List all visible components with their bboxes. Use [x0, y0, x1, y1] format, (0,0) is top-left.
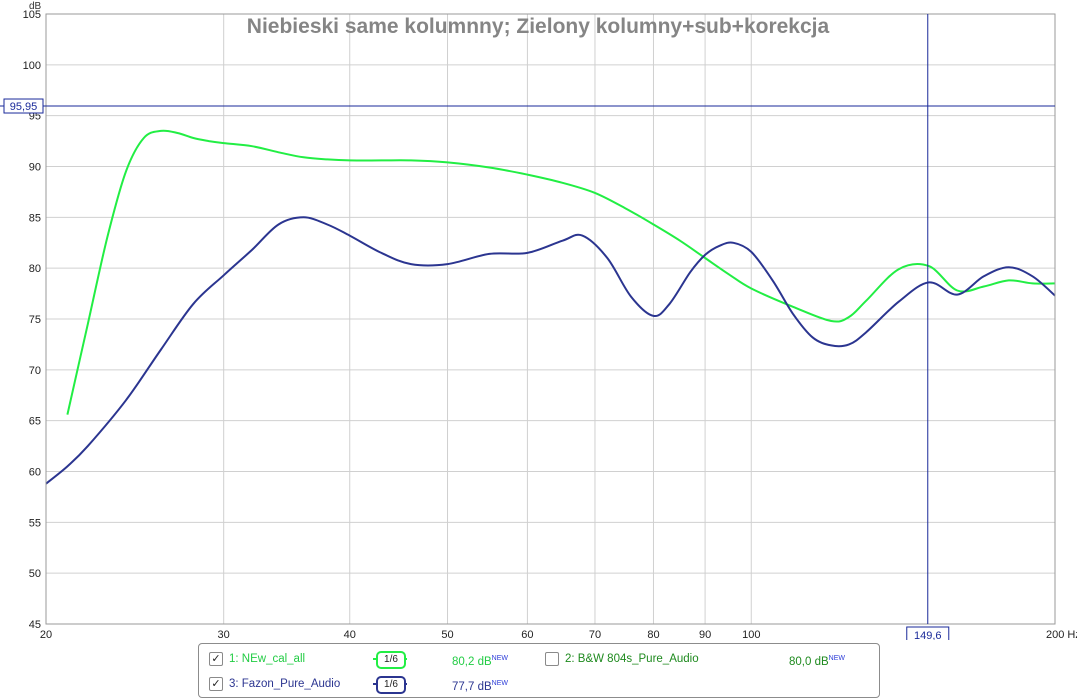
x-tick-label: 40	[344, 629, 356, 640]
y-tick-label: 85	[29, 212, 41, 224]
cursor-y-readout-box	[3, 98, 44, 114]
cursor-x-readout: 149,6	[914, 630, 942, 640]
smoothing-label-3: 1/6	[376, 676, 406, 694]
y-tick-label: 55	[29, 517, 41, 529]
x-tick-label: 60	[521, 629, 533, 640]
grid-lines	[46, 14, 1055, 624]
legend-checkbox-2[interactable]	[545, 652, 559, 666]
smoothing-button-3[interactable]: 1/6	[373, 675, 407, 694]
y-tick-label: 90	[29, 162, 41, 174]
legend-label-3: 3: Fazon_Pure_Audio	[229, 678, 341, 690]
y-tick-label: 70	[29, 365, 41, 377]
legend-value-1: 80,2 dBNEW	[452, 655, 508, 668]
cursor-crosshair[interactable]: 95,95 149,6	[0, 14, 1055, 640]
y-tick-label: 105	[23, 9, 41, 21]
y-tick-label: 95	[29, 111, 41, 123]
y-unit-label: dB	[29, 1, 42, 12]
x-tick-label: 90	[699, 629, 711, 640]
legend: ✓ 1: NEw_cal_all 1/6 80,2 dBNEW 2: B&W 8…	[198, 643, 880, 698]
y-tick-label: 45	[29, 619, 41, 631]
tick-labels: 45 50 55 60 65 70 75 80 85 90 95 100 105 20 30 40 50 60 70…	[23, 9, 1077, 640]
y-tick-label: 75	[29, 314, 41, 326]
legend-value-2: 80,0 dBNEW	[789, 655, 845, 668]
x-tick-label: 20	[40, 629, 52, 640]
y-tick-label: 65	[29, 416, 41, 428]
x-tick-label: 100	[742, 629, 760, 640]
plot-frame	[45, 13, 1056, 625]
x-tick-label: 70	[589, 629, 601, 640]
y-tick-label: 60	[29, 467, 41, 479]
y-tick-label: 50	[29, 568, 41, 580]
x-tick-label: 30	[218, 629, 230, 640]
frequency-response-chart: 45 50 55 60 65 70 75 80 85 90 95 100 105 20 30 40 50 60 70…	[0, 1, 1077, 640]
chart-title: Niebieski same kolumnny; Zielony kolumny…	[247, 15, 830, 38]
y-tick-label: 100	[23, 60, 41, 72]
series-line-2	[45, 216, 1056, 485]
x-tick-label: 80	[647, 629, 659, 640]
x-tick-label: 50	[441, 629, 453, 640]
series-layer	[45, 129, 1056, 485]
legend-label-2: 2: B&W 804s_Pure_Audio	[565, 653, 699, 665]
smoothing-label-1: 1/6	[376, 651, 406, 669]
cursor-x-readout-box	[906, 626, 950, 640]
series-line-1	[66, 129, 1056, 415]
cursor-y-readout: 95,95	[10, 101, 38, 113]
legend-checkbox-1[interactable]: ✓	[209, 652, 223, 666]
smoothing-button-1[interactable]: 1/6	[373, 650, 407, 669]
legend-value-3: 77,7 dBNEW	[452, 680, 508, 693]
legend-checkbox-3[interactable]: ✓	[209, 677, 223, 691]
legend-label-1: 1: NEw_cal_all	[229, 653, 306, 665]
x-tick-label: 200 Hz	[1046, 629, 1077, 640]
y-tick-label: 80	[29, 263, 41, 275]
